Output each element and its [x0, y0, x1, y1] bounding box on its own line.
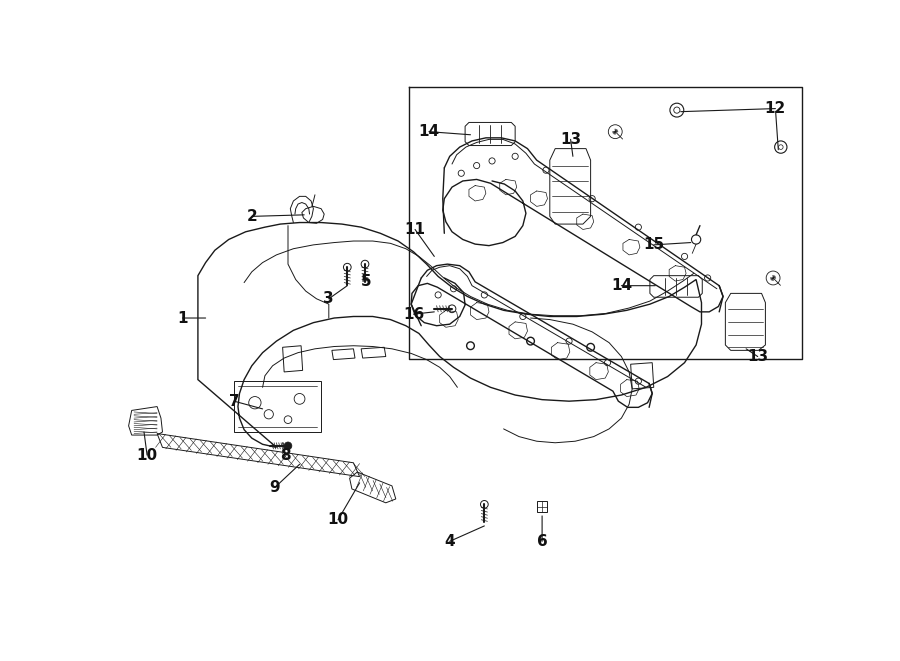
- Text: 14: 14: [611, 278, 632, 293]
- Text: 13: 13: [560, 132, 581, 147]
- Text: 8: 8: [281, 447, 291, 463]
- Text: 10: 10: [137, 447, 157, 463]
- Text: 13: 13: [747, 349, 769, 364]
- Text: 4: 4: [445, 534, 455, 549]
- Text: 5: 5: [361, 274, 371, 289]
- Circle shape: [284, 442, 292, 449]
- Text: 9: 9: [270, 480, 280, 495]
- Text: 16: 16: [403, 307, 424, 322]
- Text: 2: 2: [247, 209, 257, 224]
- Text: 10: 10: [328, 512, 348, 527]
- Text: 3: 3: [323, 292, 334, 306]
- Text: 14: 14: [418, 124, 439, 139]
- Text: 11: 11: [405, 222, 426, 237]
- Text: 7: 7: [229, 394, 239, 408]
- Text: 15: 15: [644, 237, 664, 253]
- Text: 6: 6: [536, 534, 547, 549]
- Text: 12: 12: [765, 101, 786, 116]
- Text: 1: 1: [177, 311, 188, 325]
